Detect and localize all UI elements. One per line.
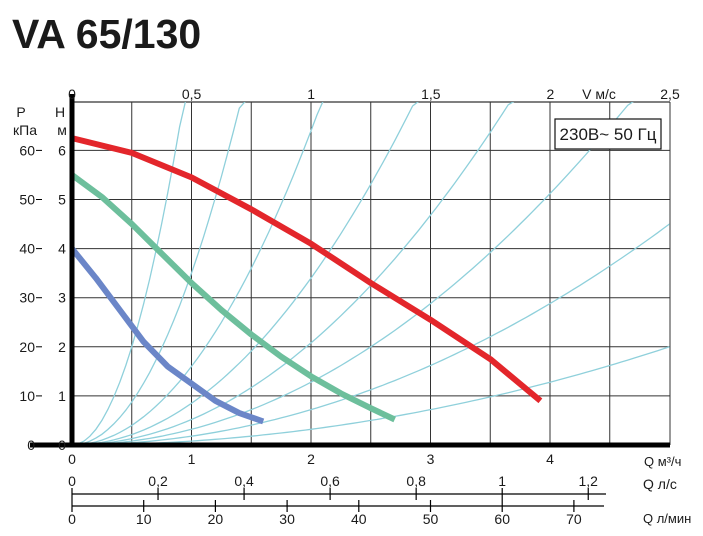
supply-label-box: 230В~ 50 Гц	[554, 118, 662, 150]
top-axis-label: V м/с	[582, 86, 616, 102]
x-tick-label-ls: 0,8	[406, 473, 426, 489]
x-tick-label-m3h: 1	[188, 451, 196, 467]
x-tick-label-lmin: 40	[351, 511, 367, 527]
x-tick-label-ls: 0,2	[148, 473, 168, 489]
y-tick-label-p: 60	[19, 142, 35, 158]
system-curve	[72, 102, 187, 445]
y-tick-label-p: 50	[19, 192, 35, 208]
y-tick-label-h: 2	[58, 339, 66, 355]
system-curve	[72, 102, 419, 445]
y-axis-label-p-unit: кПа	[13, 122, 37, 138]
x-tick-label-lmin: 50	[423, 511, 439, 527]
top-tick-label: 1	[307, 86, 315, 102]
pump-curve-2	[70, 172, 396, 423]
x-tick-label-ls: 0	[68, 473, 76, 489]
pump-curve-1	[71, 135, 543, 404]
top-tick-label: 2,5	[660, 86, 680, 102]
x-tick-label-lmin: 10	[136, 511, 152, 527]
top-tick-label: 0,5	[182, 86, 202, 102]
y-tick-label-p: 0	[27, 437, 35, 453]
pump-curves	[69, 135, 543, 425]
supply-label: 230В~ 50 Гц	[560, 125, 657, 144]
system-curve	[72, 102, 246, 445]
supply-label-frame	[554, 118, 662, 150]
system-curve	[72, 223, 670, 445]
x-tick-label-ls: 1	[498, 473, 506, 489]
y-tick-label-h: 0	[58, 437, 66, 453]
x-tick-label-lmin: 30	[279, 511, 295, 527]
x-axis-label-lmin: Q л/мин	[643, 511, 691, 526]
system-curve	[72, 102, 634, 445]
y-tick-label-h: 4	[58, 241, 66, 257]
pump-curve-3	[69, 246, 265, 425]
y-tick-label-p: 40	[19, 241, 35, 257]
y-tick-label-h: 5	[58, 192, 66, 208]
x-tick-label-ls: 1,2	[579, 473, 599, 489]
x-tick-label-lmin: 0	[68, 511, 76, 527]
y-tick-label-p: 20	[19, 339, 35, 355]
y-tick-label-h: 1	[58, 388, 66, 404]
x-tick-label-lmin: 20	[208, 511, 224, 527]
system-curve	[72, 102, 515, 445]
y-tick-label-p: 10	[19, 388, 35, 404]
x-axis-label-m3h: Q м³/ч	[644, 454, 681, 469]
y-tick-label-h: 6	[58, 142, 66, 158]
y-tick-label-h: 3	[58, 290, 66, 306]
y-axis-label-h-unit: м	[57, 122, 67, 138]
top-tick-label: 2	[547, 86, 555, 102]
x-tick-label-ls: 0,4	[234, 473, 254, 489]
top-tick-label: 1,5	[421, 86, 441, 102]
system-curves	[72, 102, 670, 445]
chart-title: VA 65/130	[12, 11, 201, 57]
x-tick-label-m3h: 0	[68, 451, 76, 467]
system-curve	[72, 102, 324, 445]
y-tick-label-p: 30	[19, 290, 35, 306]
x-tick-label-lmin: 60	[494, 511, 510, 527]
x-tick-label-m3h: 2	[307, 451, 315, 467]
x-tick-label-m3h: 3	[427, 451, 435, 467]
y-axis-label-p: P	[16, 104, 25, 120]
x-tick-label-m3h: 4	[546, 451, 554, 467]
x-tick-label-lmin: 70	[566, 511, 582, 527]
y-axis-label-h: H	[55, 104, 65, 120]
top-tick-label: 0	[68, 86, 76, 102]
chart-grid	[72, 101, 671, 445]
system-curve	[72, 346, 670, 445]
x-tick-label-ls: 0,6	[320, 473, 340, 489]
x-axis-label-ls: Q л/с	[643, 476, 677, 492]
